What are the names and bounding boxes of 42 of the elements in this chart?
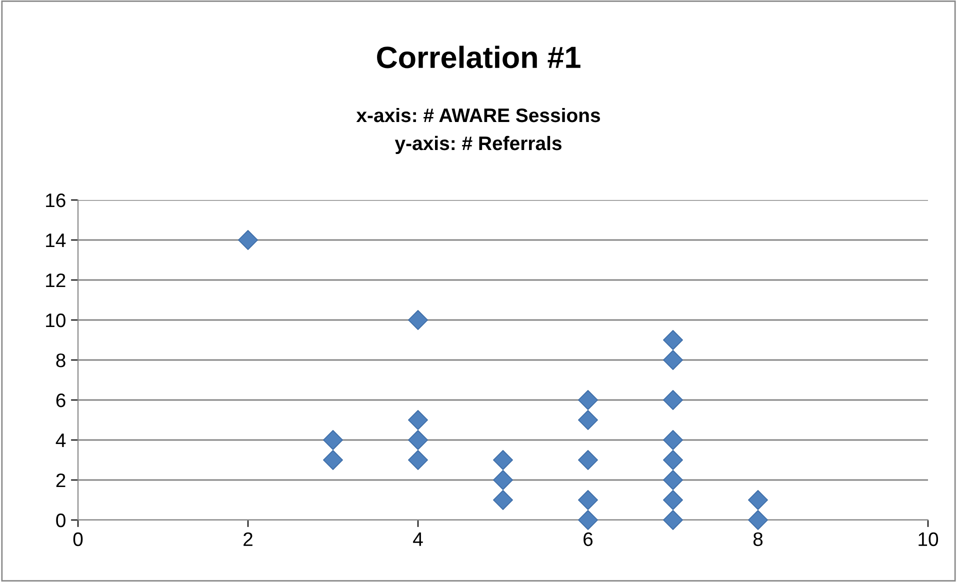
point	[578, 390, 598, 410]
point	[748, 510, 768, 530]
point	[578, 510, 598, 530]
point	[323, 430, 343, 450]
y-tick-label: 12	[46, 273, 66, 288]
point	[663, 390, 683, 410]
point	[323, 450, 343, 470]
x-tick-label: 4	[413, 532, 423, 546]
y-tick-label: 14	[46, 234, 66, 248]
point	[408, 450, 428, 470]
point	[663, 490, 683, 510]
point	[408, 410, 428, 430]
point	[493, 490, 513, 510]
chart-subtitle: x-axis: # AWARE Sessions y-axis: # Referrals	[356, 108, 600, 154]
point	[493, 450, 513, 470]
point	[408, 310, 428, 330]
point	[578, 410, 598, 430]
point	[663, 510, 683, 530]
point	[663, 350, 683, 370]
point	[663, 430, 683, 450]
x-tick-label: 0	[73, 532, 83, 546]
y-tick-label: 2	[56, 473, 66, 488]
point	[663, 450, 683, 470]
y-tick-label: 10	[46, 313, 66, 328]
point	[663, 330, 683, 350]
point	[578, 450, 598, 470]
y-tick-label: 4	[56, 434, 66, 448]
x-tick-label: 6	[584, 532, 593, 546]
point	[663, 470, 683, 490]
point	[408, 430, 428, 450]
y-tick-label: 8	[56, 353, 66, 368]
x-tick-label: 8	[753, 532, 763, 546]
point	[493, 470, 513, 490]
y-tick-label: 16	[46, 193, 66, 208]
point	[238, 230, 258, 250]
y-tick-label: 0	[56, 513, 66, 528]
y-tick-label: 6	[56, 393, 66, 408]
x-tick-label: 2	[244, 532, 252, 546]
x-tick-label: 10	[918, 532, 938, 546]
point	[578, 490, 598, 510]
point	[748, 490, 768, 510]
chart-title: Correlation #1	[377, 46, 580, 68]
